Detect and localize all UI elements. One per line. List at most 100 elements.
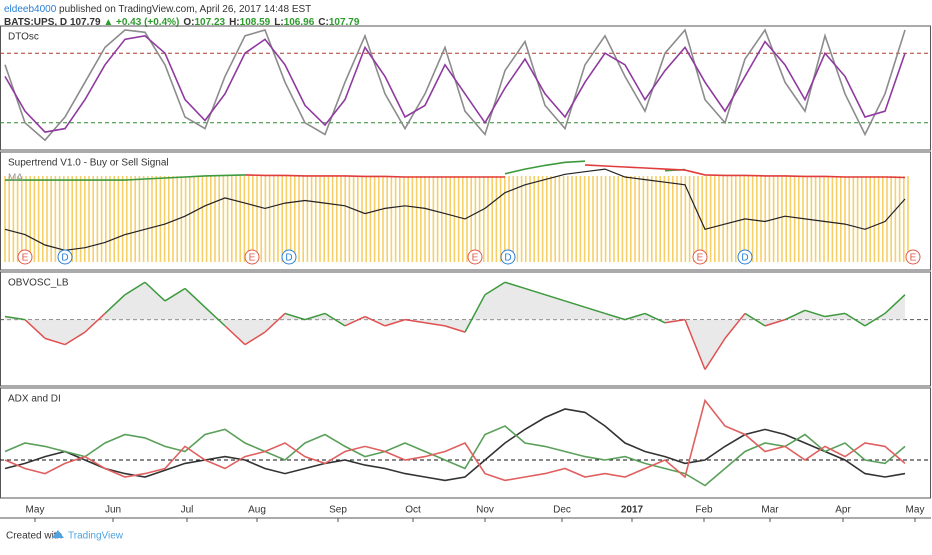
osc-segment [784,309,806,321]
ohlc-key: C: [318,17,329,28]
event-marker [467,249,483,265]
event-marker [500,249,516,265]
event-label: D [741,253,748,264]
x-tick-label: Sep [329,505,347,516]
osc-segment [524,287,546,296]
osc-segment [324,312,346,327]
series-line [4,34,906,133]
osc-segment [344,315,366,327]
osc-segment [604,312,626,321]
user[interactable]: eldeeb4000 [4,4,57,15]
osc-segment [364,315,386,327]
osc-segment [264,312,286,333]
event-marker [692,249,708,265]
event-label: D [285,253,292,264]
event-label: E [22,253,29,264]
logo [52,530,64,538]
ohlc-value: 106.96 [284,17,315,28]
event-marker [17,249,33,265]
event-label: D [504,253,511,264]
event-marker [244,249,260,265]
osc-segment [424,322,446,327]
osc-segment [884,294,906,314]
footer-brand[interactable]: TradingView [68,531,124,542]
x-tick-label: Mar [761,505,779,516]
x-tick-label: Oct [405,505,421,516]
event-marker [281,249,297,265]
osc-segment [384,318,406,327]
osc-segment [144,281,166,302]
osc-segment [764,318,786,327]
osc-segment [304,312,326,321]
osc-segment [44,337,66,346]
x-tick-label: May [26,505,45,516]
event-label: E [697,253,704,264]
x-tick-label: Apr [835,505,851,516]
osc-segment [4,315,26,321]
x-tick-label: 2017 [621,505,644,516]
pane-title: DTOsc [8,32,39,43]
event-label: E [249,253,256,264]
x-tick-label: May [906,505,925,516]
last: 107.79 [70,17,101,28]
event-marker [737,249,753,265]
osc-segment [544,293,566,302]
osc-segment [704,337,726,370]
pane-title: OBVOSC_LB [8,278,69,289]
osc-segment [224,325,246,346]
osc-segment [624,312,646,321]
osc-segment [824,312,846,318]
ohlc-key: O: [183,17,194,28]
series-line [4,168,906,251]
ohlc-value: 108.59 [240,17,271,28]
x-tick-label: Aug [248,505,266,516]
osc-area [5,282,905,370]
osc-segment [804,309,826,318]
pane-frame [0,25,931,151]
pane-subtitle: MA [8,173,23,184]
osc-segment [184,287,206,308]
pane-frame [0,271,931,387]
ohlc-value: 107.23 [194,17,225,28]
osc-segment [404,318,426,324]
event-label: E [910,253,917,264]
osc-segment [564,300,586,308]
ohlc-key: L: [274,17,283,28]
osc-segment [444,325,466,333]
osc-segment [744,312,766,327]
pane-title: Supertrend V1.0 - Buy or Sell Signal [8,158,169,169]
osc-segment [164,287,186,302]
osc-segment [64,331,86,346]
osc-segment [584,306,606,315]
series-line [4,425,906,487]
header-line: eldeeb4000 published on TradingView.com,… [4,4,311,15]
osc-segment [464,294,486,333]
osc-segment [484,281,506,296]
pane-frame [0,387,931,499]
osc-segment [24,319,46,339]
change: ▲ +0.43 (+0.4%) [103,17,179,28]
osc-segment [684,319,706,370]
osc-segment [284,312,306,321]
osc-segment [244,331,266,346]
osc-segment [124,281,146,296]
osc-segment [864,312,886,327]
series-line [4,408,906,482]
x-tick-label: Jul [181,505,194,516]
quote-line: BATS:UPS, D 107.79 ▲ +0.43 (+0.4%) O:107.… [4,17,360,28]
x-tick-label: Jun [105,505,121,516]
series-line [4,398,906,482]
x-tick-label: Feb [695,505,713,516]
osc-segment [724,312,746,339]
x-tick-label: Dec [553,505,571,516]
osc-segment [644,312,666,324]
event-label: E [472,253,479,264]
pane-frame [0,151,931,271]
published: published on TradingView.com, April 26, … [56,4,311,15]
ohlc-value: 107.79 [329,17,360,28]
osc-segment [664,318,686,324]
osc-segment [104,294,126,314]
